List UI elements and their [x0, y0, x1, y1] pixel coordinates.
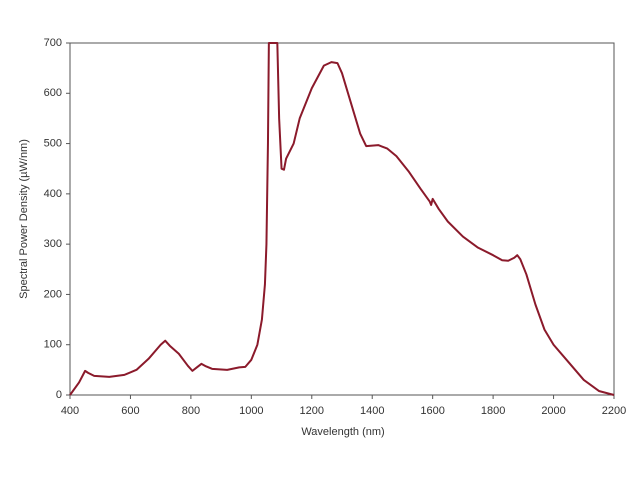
x-axis-label: Wavelength (nm): [301, 426, 384, 438]
y-tick-label: 300: [44, 238, 62, 250]
x-tick-label: 600: [121, 405, 139, 417]
y-tick-label: 600: [44, 87, 62, 99]
x-tick-label: 1000: [239, 405, 263, 417]
x-tick-label: 2200: [602, 405, 626, 417]
x-tick-label: 800: [182, 405, 200, 417]
y-axis-label: Spectral Power Density (µW/nm): [18, 139, 30, 299]
y-tick-label: 500: [44, 137, 62, 149]
x-tick-label: 1400: [360, 405, 384, 417]
y-tick-label: 700: [44, 37, 62, 49]
y-tick-label: 200: [44, 288, 62, 300]
plot-frame: [69, 42, 615, 396]
y-tick-label: 400: [44, 188, 62, 200]
x-tick-label: 400: [61, 405, 79, 417]
x-tick-label: 2000: [541, 405, 565, 417]
x-tick-label: 1200: [300, 405, 324, 417]
x-tick-label: 1600: [420, 405, 444, 417]
x-tick-label: 1800: [481, 405, 505, 417]
y-tick-label: 100: [44, 339, 62, 351]
y-tick-label: 0: [56, 389, 62, 401]
data-line: [69, 42, 615, 396]
